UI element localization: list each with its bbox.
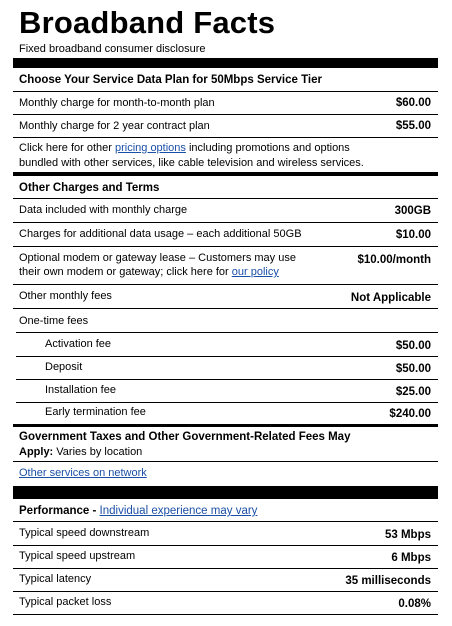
modem-lease-line2: their own modem or gateway; click here f…	[19, 266, 279, 278]
section-divider-bar	[13, 172, 438, 176]
row-divider	[13, 198, 438, 199]
one-time-fee-label: Installation fee	[45, 384, 116, 396]
performance-row-label: Typical packet loss	[19, 596, 112, 608]
row-divider	[13, 222, 438, 223]
row-divider	[13, 114, 438, 115]
pricing-note-line2: bundled with other services, like cable …	[19, 157, 364, 169]
performance-row-value: 6 Mbps	[391, 552, 431, 564]
performance-row-label: Typical speed downstream	[19, 527, 150, 539]
additional-data-label: Charges for additional data usage – each…	[19, 228, 302, 240]
plan-section-heading: Choose Your Service Data Plan for 50Mbps…	[19, 74, 322, 86]
one-time-fee-value: $240.00	[389, 408, 431, 420]
performance-row-label: Typical speed upstream	[19, 550, 136, 562]
page-title: Broadband Facts	[19, 5, 276, 40]
plan-row-label: Monthly charge for 2 year contract plan	[19, 120, 210, 132]
section-divider-bar	[13, 424, 438, 427]
performance-row-value: 35 milliseconds	[345, 575, 431, 587]
row-divider	[13, 591, 438, 592]
plan-row-value: $60.00	[395, 97, 431, 109]
row-divider	[13, 137, 438, 138]
performance-row-value: 0.08%	[398, 598, 431, 610]
one-time-fee-label: Early termination fee	[45, 406, 146, 418]
modem-lease-label: Optional modem or gateway lease – Custom…	[19, 252, 296, 264]
plan-row-value: $55.00	[395, 120, 431, 132]
other-monthly-fees-value: Not Applicable	[350, 292, 431, 304]
row-divider	[13, 545, 438, 546]
row-divider	[16, 379, 438, 380]
one-time-fee-value: $25.00	[395, 386, 431, 398]
page-subtitle: Fixed broadband consumer disclosure	[19, 43, 206, 55]
row-divider	[16, 402, 438, 403]
our-policy-link[interactable]: our policy	[231, 266, 279, 278]
modem-lease-value: $10.00/month	[357, 254, 432, 266]
row-divider	[13, 91, 438, 92]
other-charges-heading: Other Charges and Terms	[19, 182, 160, 194]
data-included-label: Data included with monthly charge	[19, 204, 188, 216]
individual-experience-link[interactable]: Individual experience may vary	[99, 505, 258, 517]
pricing-options-link[interactable]: pricing options	[114, 142, 186, 154]
row-divider	[13, 521, 438, 522]
one-time-fee-label: Activation fee	[45, 338, 112, 350]
row-divider	[13, 568, 438, 569]
one-time-fee-value: $50.00	[395, 340, 431, 352]
data-included-value: 300GB	[394, 205, 431, 217]
row-divider	[16, 356, 438, 357]
row-divider	[13, 284, 438, 285]
performance-row-value: 53 Mbps	[384, 529, 431, 541]
row-divider	[16, 332, 438, 333]
additional-data-value: $10.00	[395, 229, 431, 241]
other-services-link[interactable]: Other services on network	[19, 467, 147, 479]
taxes-heading: Government Taxes and Other Government-Re…	[19, 431, 351, 443]
other-monthly-fees-label: Other monthly fees	[19, 290, 112, 302]
row-divider	[13, 308, 438, 309]
one-time-fees-label: One-time fees	[19, 315, 89, 327]
plan-row-label: Monthly charge for month-to-month plan	[19, 97, 215, 109]
one-time-fee-label: Deposit	[45, 361, 83, 373]
row-divider	[13, 246, 438, 247]
section-divider-bar	[13, 58, 438, 68]
performance-heading: Performance - Individual experience may …	[19, 505, 258, 517]
taxes-applies: Apply: Varies by location	[19, 446, 143, 458]
other-services-row: Other services on network	[19, 466, 147, 480]
row-divider	[13, 461, 438, 462]
performance-row-label: Typical latency	[19, 573, 92, 585]
row-divider	[13, 614, 438, 615]
section-divider-bar	[13, 486, 438, 499]
pricing-note: Click here for other pricing options inc…	[19, 142, 350, 154]
one-time-fee-value: $50.00	[395, 363, 431, 375]
